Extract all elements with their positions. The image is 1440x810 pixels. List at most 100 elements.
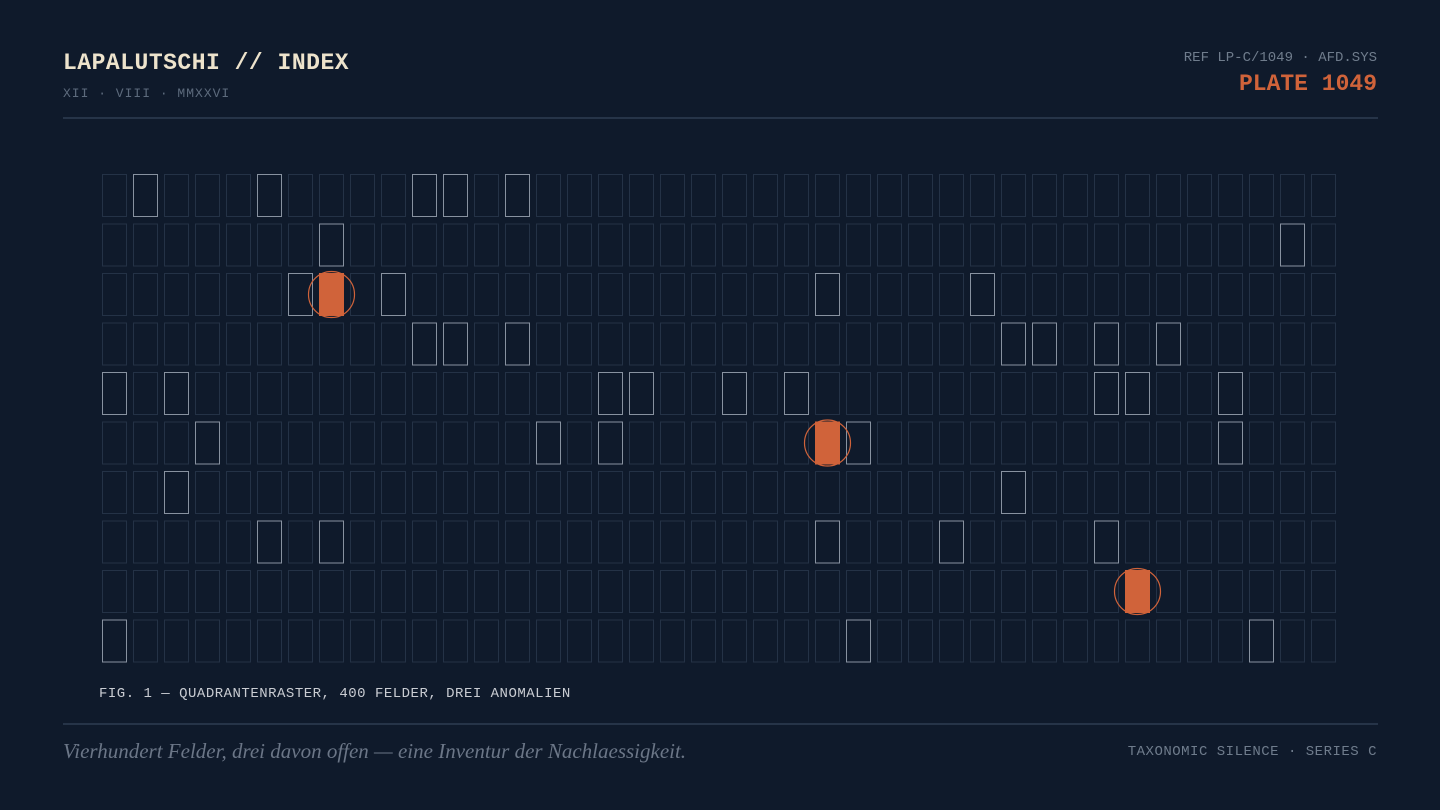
cell (1249, 174, 1274, 217)
cell (536, 520, 561, 564)
cell (567, 421, 592, 465)
quote: Vierhundert Felder, drei davon offen — e… (63, 739, 687, 763)
cell (970, 570, 995, 613)
cell (350, 273, 375, 316)
cell (970, 619, 995, 663)
cell (164, 223, 189, 267)
cell (195, 322, 220, 366)
cell (784, 421, 809, 465)
cell (1032, 471, 1057, 514)
cell (1249, 520, 1274, 564)
cell (133, 223, 158, 267)
cell (443, 421, 468, 465)
cell (350, 520, 375, 564)
cell (1094, 570, 1119, 613)
cell (381, 570, 406, 613)
cell (784, 223, 809, 267)
cell (505, 372, 530, 415)
cell (505, 421, 530, 465)
cell (257, 471, 282, 514)
cell (536, 322, 561, 366)
cell (939, 421, 964, 465)
cell (164, 520, 189, 564)
cell (1156, 619, 1181, 663)
cell (877, 619, 902, 663)
cell (784, 619, 809, 663)
cell (226, 273, 251, 316)
cell (598, 570, 623, 613)
cell (288, 570, 313, 613)
marked-cell (443, 322, 468, 366)
cell (1280, 570, 1305, 613)
marked-cell (629, 372, 654, 415)
cell (102, 174, 127, 217)
cell (133, 273, 158, 316)
cell (319, 372, 344, 415)
marked-cell (102, 619, 127, 663)
marked-cell (1218, 372, 1243, 415)
cell (970, 471, 995, 514)
anomaly-ring (307, 270, 356, 319)
cell (350, 421, 375, 465)
cell (505, 570, 530, 613)
cell (536, 372, 561, 415)
cell (1218, 322, 1243, 366)
cell (722, 322, 747, 366)
cell (691, 322, 716, 366)
cell (381, 322, 406, 366)
cell (164, 273, 189, 316)
cell (598, 520, 623, 564)
cell (1032, 570, 1057, 613)
cell (939, 322, 964, 366)
cell (102, 273, 127, 316)
cell (660, 619, 685, 663)
marked-cell (1001, 471, 1026, 514)
cell (753, 273, 778, 316)
cell (908, 223, 933, 267)
cell (908, 273, 933, 316)
cell (1063, 570, 1088, 613)
cell (350, 223, 375, 267)
cell (164, 619, 189, 663)
cell (753, 619, 778, 663)
cell (226, 619, 251, 663)
cell (598, 471, 623, 514)
cell (1063, 322, 1088, 366)
cell (722, 421, 747, 465)
divider (63, 117, 1378, 119)
cell (195, 619, 220, 663)
cell (443, 273, 468, 316)
cell (908, 471, 933, 514)
cell (722, 520, 747, 564)
cell (660, 174, 685, 217)
cell (1249, 322, 1274, 366)
cell (381, 421, 406, 465)
cell (1311, 322, 1336, 366)
cell (1218, 223, 1243, 267)
marked-cell (412, 322, 437, 366)
cell (660, 421, 685, 465)
cell (505, 471, 530, 514)
cell (815, 322, 840, 366)
cell (474, 619, 499, 663)
cell (1063, 174, 1088, 217)
cell (567, 273, 592, 316)
marked-cell (598, 421, 623, 465)
cell (164, 570, 189, 613)
cell (1156, 471, 1181, 514)
plate: PLATE 1049 (1238, 71, 1377, 97)
cell (1063, 223, 1088, 267)
marked-cell (1249, 619, 1274, 663)
cell (877, 570, 902, 613)
cell (815, 223, 840, 267)
cell (846, 322, 871, 366)
cell (1218, 273, 1243, 316)
series: TAXONOMIC SILENCE · SERIES C (1127, 744, 1377, 760)
cell (350, 570, 375, 613)
cell (133, 421, 158, 465)
cell (536, 223, 561, 267)
cell (1311, 223, 1336, 267)
cell (319, 619, 344, 663)
cell (412, 421, 437, 465)
cell (1063, 421, 1088, 465)
